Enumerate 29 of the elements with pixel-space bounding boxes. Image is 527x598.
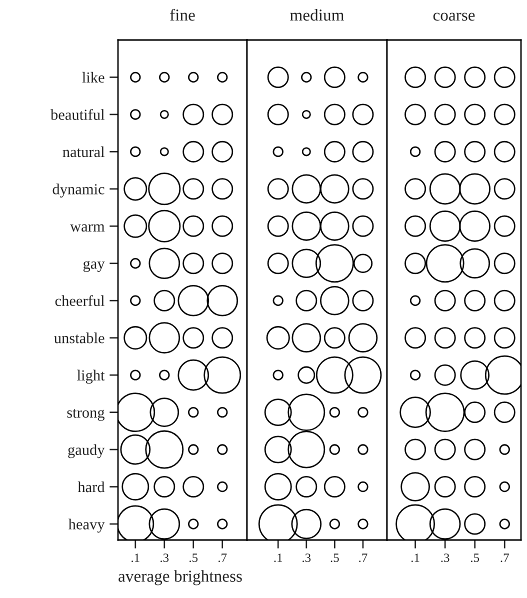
y-tick-label: gay	[83, 260, 105, 272]
y-tick-label: gaudy	[68, 444, 105, 458]
y-tick-label: light	[77, 370, 105, 384]
x-tick-label: .1	[411, 554, 420, 562]
y-tick-label: strong	[67, 408, 105, 421]
x-tick-label: .7	[218, 554, 227, 562]
chart-title: medium	[290, 8, 344, 21]
y-tick-label: unstable	[54, 332, 104, 344]
x-tick-label: .3	[441, 554, 450, 562]
chart-title: fine	[170, 8, 195, 21]
x-tick-label: .5	[470, 554, 480, 562]
x-tick-label: .7	[359, 554, 368, 562]
x-tick-label: .3	[160, 554, 169, 562]
y-tick-label: hard	[78, 481, 105, 492]
y-tick-label: warm	[70, 224, 105, 232]
x-axis-title: average brightness	[118, 570, 242, 586]
x-tick-label: .3	[302, 554, 311, 562]
x-tick-label: .7	[500, 554, 509, 562]
y-tick-label: cheerful	[55, 295, 104, 306]
x-tick-label: .5	[190, 554, 198, 562]
x-tick-label: .5	[330, 554, 339, 562]
chart-title: coarse	[433, 12, 475, 21]
x-tick-label: .1	[132, 554, 140, 562]
y-tick-label: beautiful	[50, 109, 104, 120]
y-tick-label: natural	[62, 146, 104, 158]
y-tick-label: dynamic	[52, 184, 104, 198]
y-tick-label: heavy	[68, 518, 105, 533]
y-tick-label: like	[82, 72, 104, 83]
x-tick-label: .1	[274, 554, 282, 562]
